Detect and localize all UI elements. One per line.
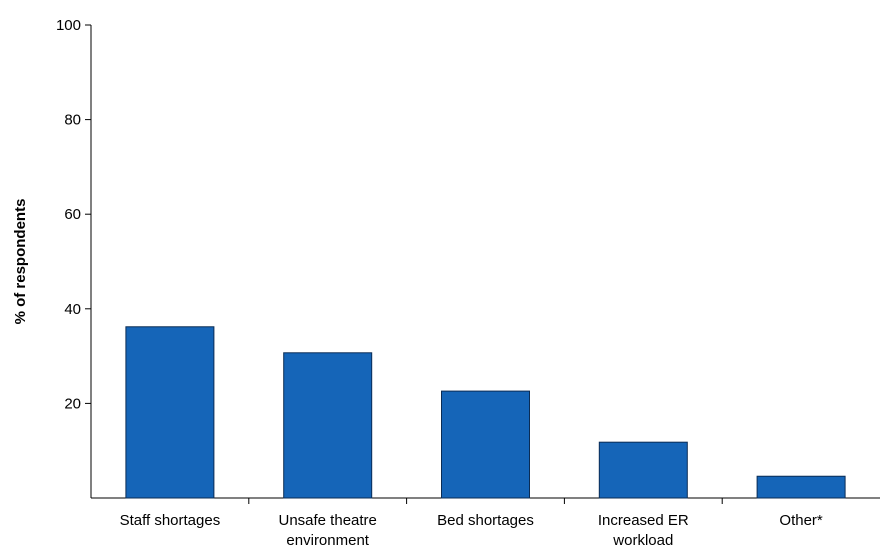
x-axis: Staff shortages Unsafe theatre environment…: [91, 497, 880, 549]
bars: [125, 326, 846, 499]
y-tick-label: 100: [56, 17, 81, 34]
bar: [125, 326, 215, 499]
bar: [598, 441, 688, 499]
x-tick-label: Bed shortages: [437, 512, 534, 529]
x-tick-label-line: Other*: [779, 512, 823, 529]
y-axis: 20 40 60 80 100: [56, 17, 92, 498]
x-tick-label: Staff shortages: [120, 512, 221, 529]
x-tick-label: Other*: [779, 512, 823, 529]
x-tick-label-line: Increased ER: [598, 512, 689, 529]
y-axis-label: % of respondents: [12, 199, 29, 325]
bar: [756, 475, 846, 499]
bar: [283, 352, 373, 499]
y-tick-label: 80: [64, 112, 81, 129]
x-tick-label: Unsafe theatre environment: [278, 512, 376, 545]
x-tick-label-line: Bed shortages: [437, 512, 534, 529]
bar: [441, 390, 530, 499]
x-tick-label-line: Staff shortages: [120, 512, 221, 529]
x-tick-label-line: workload: [612, 532, 673, 545]
x-tick-label-line: environment: [286, 532, 369, 545]
y-tick-label: 40: [64, 301, 81, 318]
x-tick-label: Increased ER workload: [598, 512, 689, 545]
y-tick-label: 60: [64, 206, 81, 223]
y-tick-label: 20: [64, 395, 81, 412]
x-tick-label-line: Unsafe theatre: [278, 512, 376, 529]
